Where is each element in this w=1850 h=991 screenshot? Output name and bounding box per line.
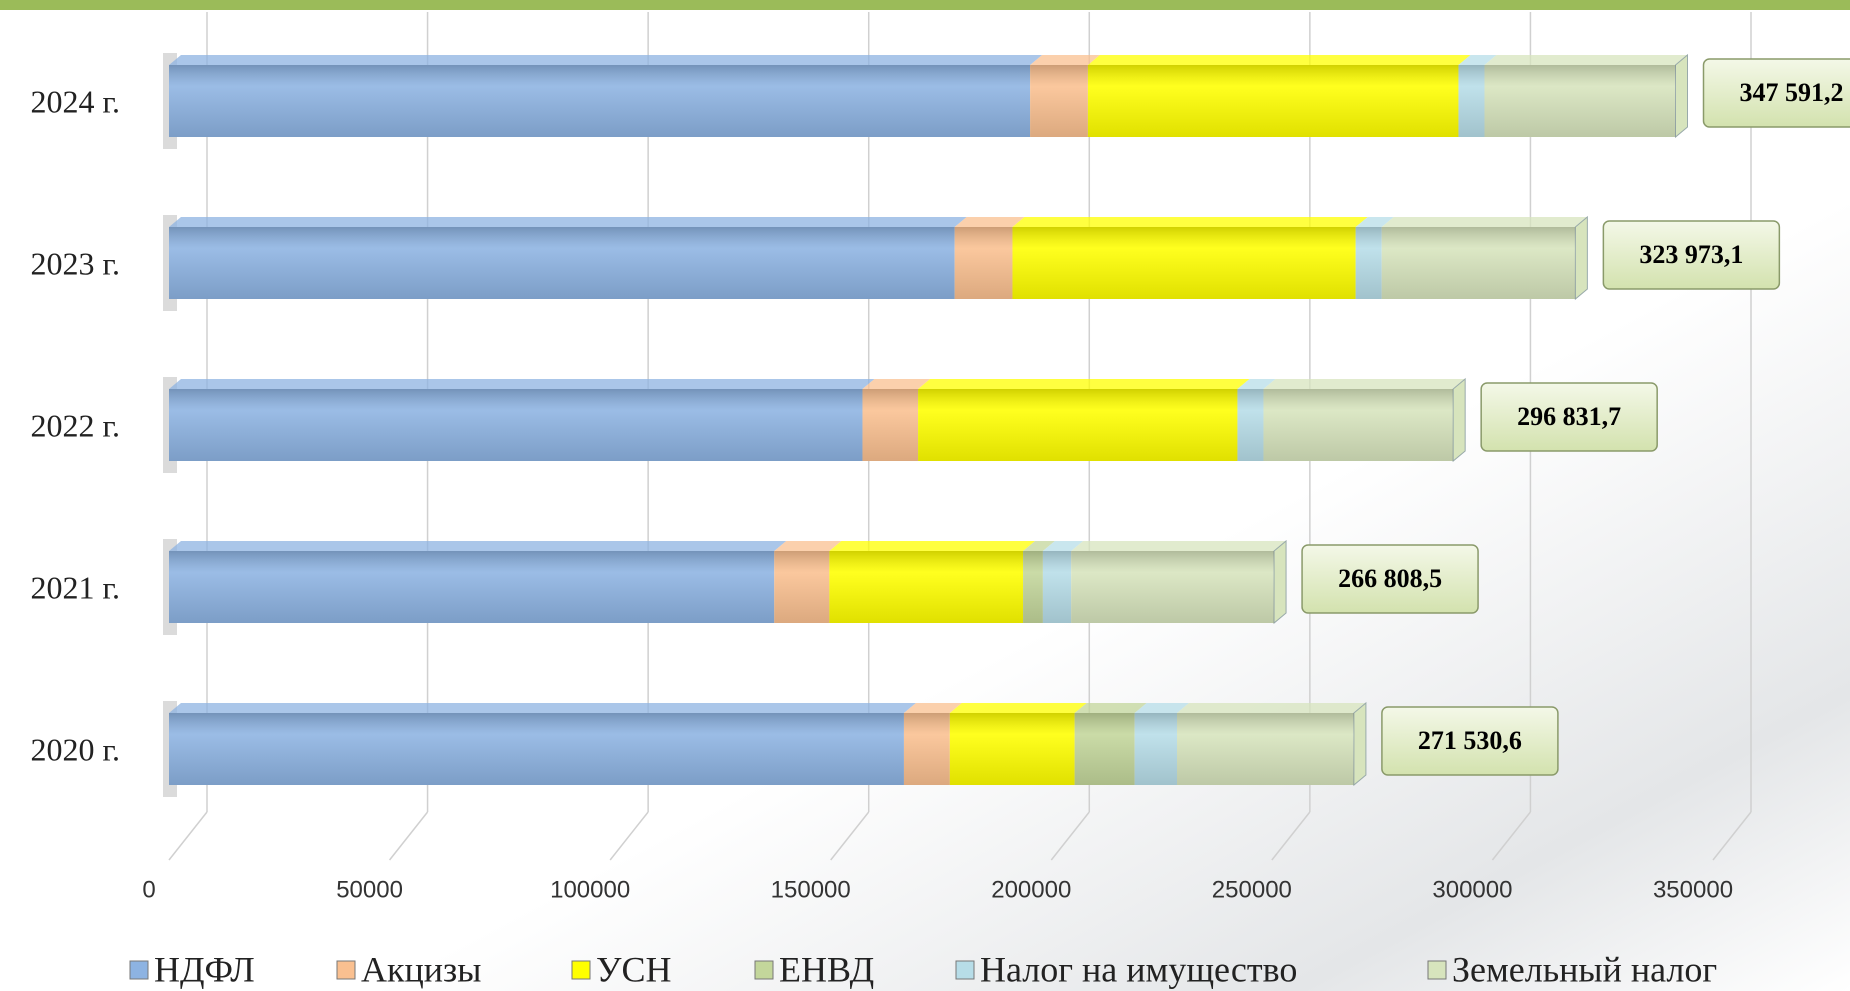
total-label-box [1301,544,1479,614]
total-label-box [1702,58,1850,128]
bar-shade [169,227,1576,299]
bar-shade [169,389,1454,461]
bar-top [954,217,1025,227]
bar-top [1263,379,1466,389]
total-label-box [1480,382,1658,452]
grid-line [1271,811,1311,861]
bar-top [1074,703,1147,713]
x-tick-label: 350000 [1653,876,1733,903]
legend-label: ЕНВД [779,949,874,989]
bar-shade [169,551,1275,623]
total-label: 347 591,2 [1740,78,1844,107]
grid-line [1712,811,1752,861]
legend-swatch [129,960,149,980]
legend-swatch [754,960,774,980]
bar-shade [169,65,1676,137]
y-tick-label: 2022 г. [30,407,120,443]
legend-label: Налог на имущество [980,949,1297,989]
grid-line [1491,811,1532,861]
total-label: 296 831,7 [1517,402,1621,431]
total-label: 271 530,6 [1418,726,1522,755]
bar-top [1087,55,1471,65]
bar-top [1012,217,1368,227]
y-tick-label: 2024 г. [30,83,120,119]
bar-top [862,379,931,389]
x-tick-label: 100000 [550,876,630,903]
x-tick-label: 300000 [1432,876,1512,903]
bar-end [1452,377,1466,463]
x-tick-label: 50000 [336,876,403,903]
bar-top [169,379,875,389]
bar-top [169,55,1043,65]
bar-top [774,541,842,551]
bar-top [1030,55,1100,65]
bar-top [1237,379,1276,389]
bar-top [903,703,962,713]
legend-label: Акцизы [361,949,481,989]
legend-swatch [336,960,356,980]
bar-top [918,379,1250,389]
bar-top [829,541,1036,551]
bar-top [1134,703,1190,713]
bar-top [1381,217,1588,227]
total-label: 323 973,1 [1639,240,1743,269]
bar-top [1355,217,1394,227]
legend-swatch [571,960,591,980]
bar-top [1071,541,1287,551]
legend-label: УСН [596,949,672,989]
bar-end [1353,701,1367,787]
legend-swatch [955,960,975,980]
x-tick-label: 0 [142,876,155,903]
bar-shade [169,713,1354,785]
total-label: 266 808,5 [1338,564,1442,593]
top-border [0,0,1850,10]
bar-end [1574,215,1588,301]
bar-top [1458,55,1497,65]
x-tick-label: 150000 [771,876,851,903]
bar-top [1177,703,1366,713]
total-label-box [1602,220,1781,290]
y-tick-label: 2020 г. [30,731,120,767]
bar-top [1023,541,1055,551]
bar-end [1273,539,1287,625]
bar-top [1484,55,1688,65]
legend-swatch [1427,960,1447,980]
grid-line [830,811,870,861]
bar-top [169,703,916,713]
bar-top [949,703,1087,713]
grid-line [388,811,429,861]
bar-top [1042,541,1084,551]
legend-label: Земельный налог [1452,949,1717,989]
grid-line [1050,811,1090,861]
bar-top [169,217,967,227]
legend-label: НДФЛ [154,949,255,989]
x-tick-label: 250000 [1212,876,1292,903]
bar-end [1675,53,1689,139]
grid-line [609,811,649,861]
total-label-box [1381,706,1559,776]
y-tick-label: 2023 г. [30,245,120,281]
bar-top [169,541,787,551]
x-tick-label: 200000 [991,876,1071,903]
y-tick-label: 2021 г. [30,569,120,605]
grid-line [168,811,208,861]
